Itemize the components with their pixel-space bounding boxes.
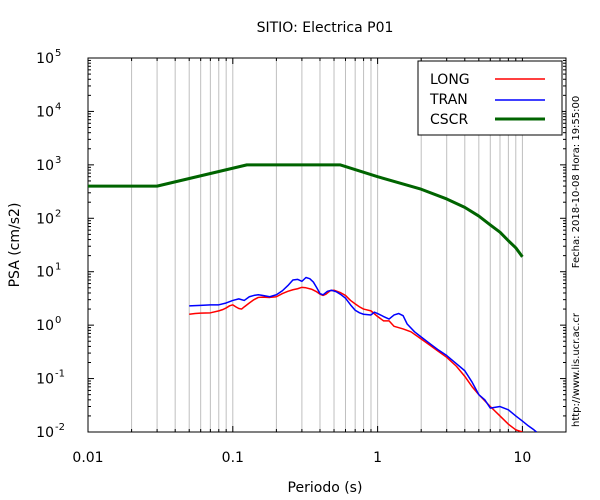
y-tick-label: 10 5 (36, 48, 61, 67)
y-tick-label-base: 10 (36, 51, 54, 67)
y-tick-label-exponent: 1 (55, 262, 61, 273)
y-axis-label: PSA (cm/s2) (7, 203, 23, 288)
x-tick-label: 10 (513, 450, 531, 466)
x-tick-label: 0.01 (72, 450, 103, 466)
timestamp-note: Fecha: 2018-10-08 Hora: 19:55:00 (571, 96, 582, 269)
legend-label-cscr: CSCR (430, 112, 468, 128)
y-tick-label: 10 -1 (36, 369, 65, 388)
y-tick-label-exponent: -2 (55, 422, 65, 433)
legend: LONG TRAN CSCR (417, 60, 563, 136)
series-line-long (189, 286, 523, 432)
y-tick-label-base: 10 (36, 158, 54, 174)
y-tick-label-base: 10 (36, 318, 54, 334)
x-axis-label: Periodo (s) (288, 480, 363, 496)
y-tick-label-base: 10 (36, 425, 54, 441)
y-tick-label-exponent: 2 (55, 208, 61, 219)
legend-label-long: LONG (430, 72, 470, 88)
series-line-cscr (88, 163, 524, 258)
y-tick-label-exponent: -1 (55, 369, 65, 380)
x-tick-label: 0.1 (222, 450, 244, 466)
grid (131, 58, 567, 432)
y-tick-label-exponent: 4 (55, 101, 61, 112)
legend-label-tran: TRAN (429, 92, 468, 108)
y-tick-label-exponent: 0 (55, 315, 61, 326)
y-tick-label: 10 0 (36, 315, 61, 334)
y-tick-label-exponent: 5 (55, 48, 61, 59)
url-note: http://www.lis.ucr.ac.cr (571, 312, 582, 427)
y-tick-label-base: 10 (36, 104, 54, 120)
chart-title: SITIO: Electrica P01 (257, 20, 394, 36)
series-line-tran (189, 276, 537, 432)
x-tick-label: 1 (373, 450, 382, 466)
y-tick-label: 10 2 (36, 208, 61, 227)
plot-frame (87, 57, 567, 433)
axis-ticks (87, 57, 567, 433)
y-tick-label-base: 10 (36, 372, 54, 388)
y-tick-label: 10 4 (36, 101, 61, 120)
x-axis-tick-labels: 0.01 0.1 1 10 (72, 450, 531, 466)
y-tick-label-base: 10 (36, 265, 54, 281)
legend-box (417, 60, 563, 136)
y-tick-label: 10 1 (36, 262, 61, 281)
y-tick-label: 10 -2 (36, 422, 65, 441)
y-tick-label: 10 3 (36, 155, 61, 174)
series-layer (88, 163, 537, 432)
y-tick-label-base: 10 (36, 211, 54, 227)
y-tick-label-exponent: 3 (55, 155, 61, 166)
